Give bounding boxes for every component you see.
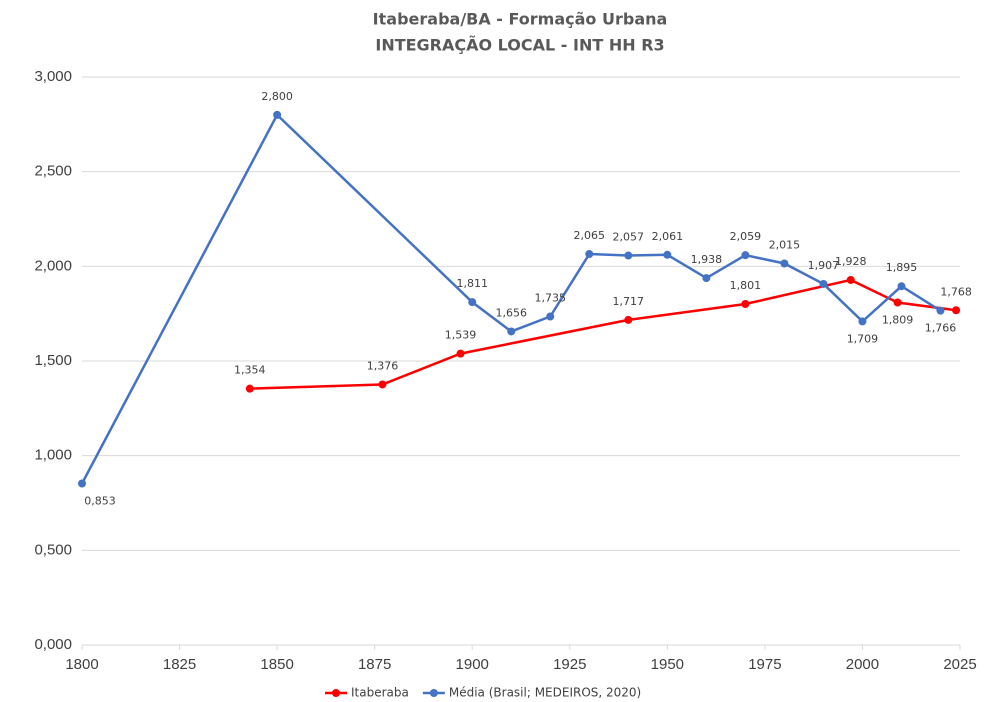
legend-marker <box>332 689 340 697</box>
point <box>819 279 828 288</box>
data-label: 1,801 <box>730 279 762 292</box>
y-tick-label: 0,500 <box>34 541 72 558</box>
legend-label: Média (Brasil; MEDEIROS, 2020) <box>449 686 641 700</box>
point <box>273 110 282 119</box>
data-label: 1,768 <box>940 285 972 298</box>
data-label: 1,354 <box>234 364 266 377</box>
data-label: 1,811 <box>456 277 488 290</box>
point <box>846 275 855 284</box>
data-label: 2,800 <box>261 90 293 103</box>
point <box>378 380 387 389</box>
x-tick-label: 1975 <box>748 656 781 673</box>
point <box>468 298 477 307</box>
x-tick-label: 1850 <box>260 656 293 673</box>
data-label: 1,938 <box>691 253 723 266</box>
legend-label: Itaberaba <box>351 686 409 700</box>
x-tick-label: 1800 <box>65 656 98 673</box>
x-tick-label: 1875 <box>358 656 391 673</box>
point <box>702 274 711 283</box>
legend-marker <box>429 689 438 697</box>
y-tick-label: 1,000 <box>34 447 72 464</box>
point <box>741 251 750 260</box>
data-label: 2,061 <box>652 230 684 243</box>
point <box>780 259 789 268</box>
point <box>897 282 906 291</box>
x-tick-label: 1825 <box>163 656 196 673</box>
y-tick-label: 0,000 <box>34 636 72 653</box>
y-tick-label: 2,500 <box>34 163 72 180</box>
point <box>858 317 867 326</box>
point <box>663 250 672 259</box>
data-label: 2,057 <box>613 231 645 244</box>
data-label: 2,059 <box>730 230 762 243</box>
y-tick-label: 3,000 <box>34 68 72 85</box>
point <box>245 384 254 393</box>
data-label: 2,065 <box>574 229 606 242</box>
series-line <box>249 278 957 390</box>
data-label: 2,015 <box>769 238 801 251</box>
x-tick-label: 1925 <box>553 656 586 673</box>
data-label: 1,766 <box>925 322 957 335</box>
data-label: 1,809 <box>882 313 914 326</box>
data-label: 1,928 <box>835 255 867 268</box>
point <box>507 327 516 336</box>
y-tick-label: 1,500 <box>34 352 72 369</box>
point <box>546 312 555 321</box>
point <box>78 479 86 488</box>
point <box>893 298 902 307</box>
x-tick-label: 2000 <box>846 656 879 673</box>
data-label: 1,539 <box>445 329 477 342</box>
chart-subtitle: INTEGRAÇÃO LOCAL - INT HH R3 <box>375 36 664 55</box>
data-label: 1,709 <box>847 332 879 345</box>
data-label: 1,895 <box>886 261 918 274</box>
point <box>456 349 465 358</box>
point <box>624 251 633 260</box>
data-label: 1,907 <box>808 259 840 272</box>
x-tick-label: 1900 <box>456 656 489 673</box>
point <box>741 300 750 309</box>
point <box>624 315 633 324</box>
data-label: 1,717 <box>613 295 645 308</box>
y-tick-label: 2,000 <box>34 257 72 274</box>
data-label: 1,735 <box>535 292 567 305</box>
point <box>936 306 945 315</box>
x-tick-label: 2025 <box>943 656 976 673</box>
point <box>585 250 594 259</box>
point <box>952 306 961 315</box>
x-tick-label: 1950 <box>651 656 684 673</box>
data-label: 0,853 <box>84 494 116 507</box>
chart-title: Itaberaba/BA - Formação Urbana <box>373 10 668 29</box>
data-label: 1,656 <box>495 306 527 319</box>
data-label: 1,376 <box>367 359 399 372</box>
series-line <box>80 112 942 485</box>
